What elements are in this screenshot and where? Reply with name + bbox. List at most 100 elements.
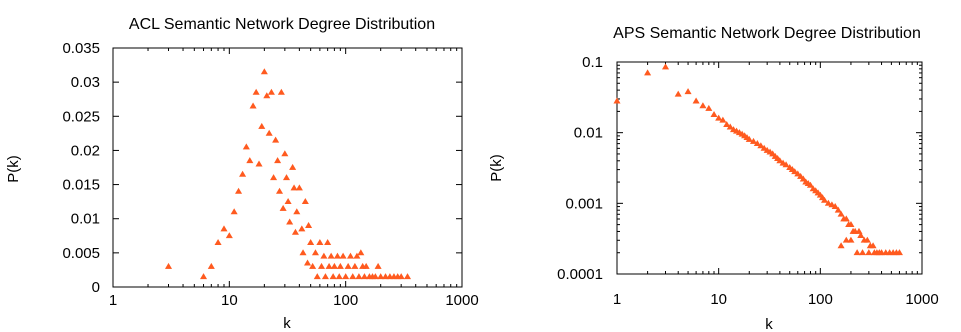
data-point — [357, 249, 365, 256]
data-point — [821, 196, 829, 203]
data-point — [329, 273, 337, 280]
data-point — [339, 252, 347, 259]
data-point — [274, 157, 282, 164]
data-point — [327, 252, 335, 259]
data-point — [870, 249, 878, 256]
data-point — [299, 249, 307, 256]
data-point — [275, 187, 284, 194]
data-point — [847, 236, 855, 243]
data-point — [293, 208, 301, 215]
data-point — [782, 161, 790, 168]
data-point — [377, 273, 385, 280]
data-point — [317, 262, 326, 269]
plot-frame — [616, 61, 923, 275]
ticks: 1 10 100 1000 0 0.005 0.01 0.015 0.02 0.025 0.03 0.… — [62, 40, 478, 309]
data-point — [644, 69, 652, 76]
data-point — [719, 116, 727, 123]
x-tick-label: 100 — [333, 292, 358, 309]
data-point — [760, 144, 768, 151]
x-axis-label: k — [283, 315, 291, 332]
y-tick-label: 0.005 — [62, 245, 100, 262]
x-tick-label: 1 — [613, 291, 621, 308]
data-point — [307, 239, 315, 246]
data-point — [344, 262, 352, 269]
data-point — [794, 170, 802, 177]
data-point — [858, 249, 867, 256]
data-point — [335, 273, 343, 280]
data-point — [381, 273, 390, 280]
y-tick-label: 0.001 — [565, 195, 603, 212]
data-point — [875, 249, 883, 256]
data-point — [776, 157, 784, 164]
data-point — [831, 202, 839, 209]
data-point — [214, 239, 222, 246]
x-tick-label: 1000 — [445, 292, 478, 309]
data-point — [225, 232, 233, 239]
data-point — [403, 273, 412, 280]
data-point — [298, 225, 306, 232]
data-point — [303, 259, 312, 266]
x-tick-label: 10 — [710, 291, 727, 308]
data-point — [309, 262, 317, 269]
data-point — [295, 184, 303, 191]
data-point — [255, 160, 263, 167]
data-point — [279, 204, 287, 211]
data-point — [710, 111, 718, 118]
data-point — [745, 135, 753, 142]
data-point — [837, 242, 845, 249]
data-point — [258, 122, 266, 129]
data-point — [360, 273, 368, 280]
data-point — [757, 142, 765, 149]
data-point — [265, 129, 273, 136]
plot-frame — [112, 47, 463, 288]
data-point — [374, 262, 382, 269]
data-point — [362, 262, 370, 269]
data-point — [235, 187, 243, 194]
y-tick-label: 0 — [92, 279, 100, 296]
data-point — [291, 228, 299, 235]
data-point — [164, 262, 173, 269]
data-point — [313, 273, 321, 280]
data-point — [749, 137, 758, 144]
data-point — [342, 273, 350, 280]
data-point — [857, 231, 865, 238]
y-axis-label: P(k) — [5, 155, 22, 183]
data-point — [723, 121, 731, 128]
data-point — [330, 262, 338, 269]
data-point — [301, 198, 309, 205]
data-point — [249, 102, 257, 109]
data-point — [346, 252, 355, 259]
x-axis-label: k — [765, 316, 773, 332]
y-tick-label: 0.025 — [62, 108, 100, 125]
data-point — [824, 199, 832, 206]
y-tick-label: 0.03 — [71, 74, 100, 91]
y-tick-label: 0.0001 — [557, 266, 603, 283]
data-point — [325, 262, 333, 269]
data-point — [613, 97, 621, 104]
data-point — [286, 218, 294, 225]
y-tick-label: 0.035 — [62, 40, 100, 57]
data-point — [246, 157, 254, 164]
data-point — [220, 225, 228, 232]
y-tick-label: 0.01 — [71, 211, 100, 228]
data-point — [351, 262, 359, 269]
data-point — [397, 273, 405, 280]
data-point — [316, 239, 324, 246]
data-point — [242, 143, 250, 150]
ticks: 1 10 100 1000 0.0001 0.001 0.01 0.1 — [557, 54, 939, 308]
data-point — [230, 208, 238, 215]
x-tick-label: 100 — [808, 291, 833, 308]
data-point — [263, 92, 271, 99]
data-point — [699, 102, 707, 109]
data-point — [869, 242, 877, 249]
data-point — [355, 273, 363, 280]
data-point — [289, 163, 297, 170]
data-point — [834, 206, 842, 213]
y-tick-label: 0.02 — [71, 142, 100, 159]
x-tick-label: 10 — [221, 292, 238, 309]
chart-title: ACL Semantic Network Degree Distribution — [129, 16, 435, 33]
data-point — [281, 150, 289, 157]
data-point — [753, 140, 761, 147]
data-point — [692, 97, 700, 104]
